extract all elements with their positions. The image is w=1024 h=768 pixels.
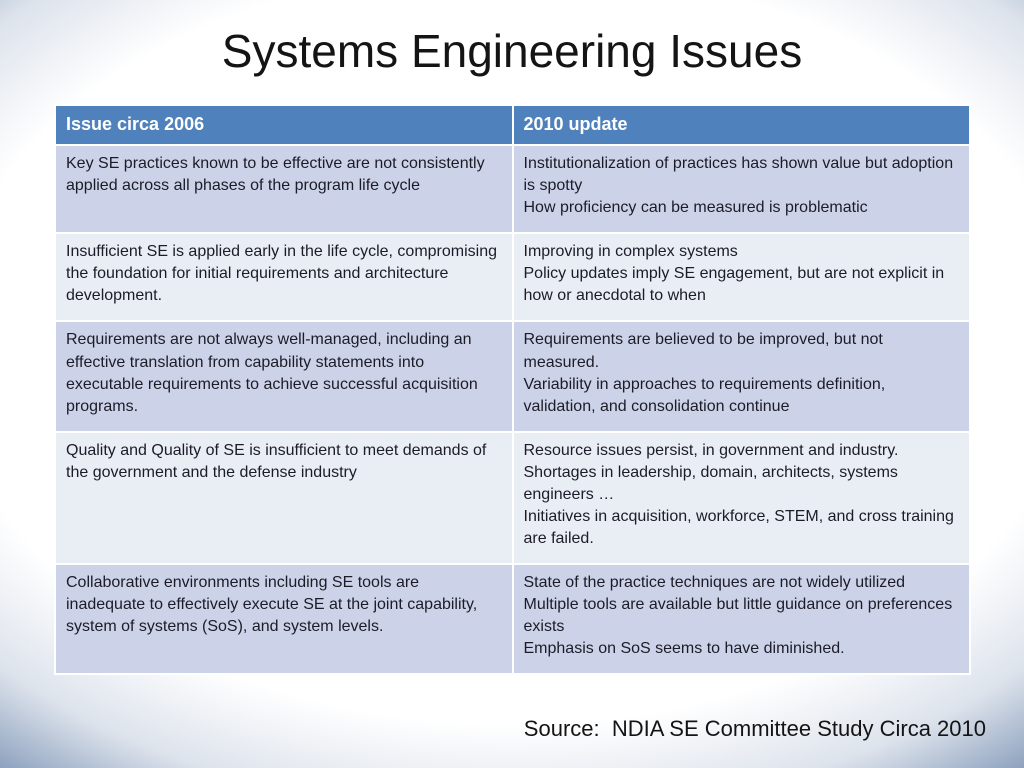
issue-cell: Requirements are not always well-managed…	[54, 320, 514, 433]
update-cell: Institutionalization of practices has sh…	[511, 143, 971, 235]
issues-table-container: Issue circa 2006 2010 update Key SE prac…	[54, 104, 971, 676]
table-row: Collaborative environments including SE …	[54, 563, 971, 676]
table-row: Insufficient SE is applied early in the …	[54, 232, 971, 323]
update-cell: Improving in complex systems Policy upda…	[511, 232, 971, 323]
table-row: Requirements are not always well-managed…	[54, 320, 971, 433]
table-header-update: 2010 update	[511, 104, 971, 146]
table-row: Quality and Quality of SE is insufficien…	[54, 430, 971, 566]
table-header-row: Issue circa 2006 2010 update	[54, 104, 971, 146]
issue-cell: Key SE practices known to be effective a…	[54, 143, 514, 235]
issues-table: Issue circa 2006 2010 update Key SE prac…	[54, 104, 971, 676]
issue-cell: Insufficient SE is applied early in the …	[54, 232, 514, 323]
update-cell: Resource issues persist, in government a…	[511, 430, 971, 566]
table-header-issue: Issue circa 2006	[54, 104, 514, 146]
source-caption: Source: NDIA SE Committee Study Circa 20…	[523, 716, 986, 741]
update-cell: State of the practice techniques are not…	[511, 563, 971, 676]
issue-cell: Collaborative environments including SE …	[54, 563, 514, 676]
slide-title: Systems Engineering Issues	[221, 25, 803, 77]
issue-cell: Quality and Quality of SE is insufficien…	[54, 430, 514, 566]
update-cell: Requirements are believed to be improved…	[511, 320, 971, 433]
table-row: Key SE practices known to be effective a…	[54, 143, 971, 235]
